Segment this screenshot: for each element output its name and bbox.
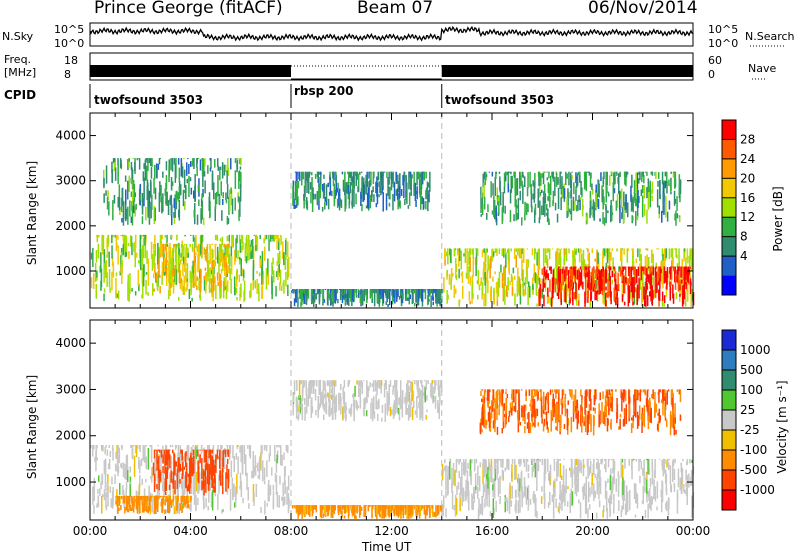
freq-right-tick-bottom: 0 (708, 68, 715, 81)
y-tick-label-2-3000: 3000 (55, 382, 86, 396)
noise-panel-frame (89, 22, 694, 47)
colorbar-2-segment-4 (722, 410, 736, 430)
cpid-program-3: twofsound 3503 (445, 93, 554, 107)
colorbar-2-label-5: -100 (740, 443, 767, 457)
freq-left-tick-bottom: 8 (64, 68, 71, 81)
colorbar-1-label-5: 8 (740, 230, 748, 244)
heatmap-region-2-6 (479, 389, 682, 436)
colorbar-1-segment-1 (722, 139, 736, 159)
x-tick-label-4: 16:00 (475, 524, 510, 538)
y-tick-label-2-1000: 1000 (55, 475, 86, 489)
heatmap-region-2-1 (152, 449, 230, 496)
y-tick-label-1-2000: 2000 (55, 219, 86, 233)
colorbar-1-segment-5 (722, 217, 736, 237)
noise-search-label: N.Search (745, 30, 795, 43)
y-tick-label-1-3000: 3000 (55, 174, 86, 188)
heatmap-region-1-2 (152, 243, 230, 294)
colorbar-2-label-1: 500 (740, 363, 763, 377)
freq-right-tick-top: 60 (708, 54, 722, 67)
colorbar-1-segment-0 (722, 120, 736, 140)
noise-sky-label: N.Sky (2, 30, 34, 43)
colorbar-2-frame (721, 329, 737, 511)
colorbar-1-segment-7 (722, 256, 736, 276)
x-tick-label-1: 04:00 (173, 524, 208, 538)
colorbar-2-segment-5 (722, 430, 736, 450)
heatmap-region-1-1 (103, 158, 242, 226)
y-tick-label-1-1000: 1000 (55, 264, 86, 278)
colorbar-2-segment-1 (722, 350, 736, 370)
noise-left-tick-top: 10^5 (54, 23, 85, 36)
freq-left-tick-top: 18 (64, 54, 78, 67)
x-tick-label-2: 08:00 (274, 524, 309, 538)
heatmap-region-1-4 (292, 171, 431, 213)
colorbar-2-label-0: 1000 (740, 343, 771, 357)
freq-label-line2: [MHz] (4, 66, 37, 79)
colorbar-1-label-2: 20 (740, 171, 755, 185)
colorbar-2-label-3: 25 (740, 403, 755, 417)
heatmap-region-2-5 (441, 458, 695, 519)
cpid-program-2: rbsp 200 (294, 84, 354, 98)
colorbar-2-label-2: 100 (740, 383, 763, 397)
freq-label-line1: Freq. (4, 53, 32, 66)
colorbar-1-segment-6 (722, 236, 736, 257)
colorbar-2-segment-3 (722, 390, 736, 410)
heatmap-region-1-3 (291, 289, 443, 307)
colorbar-1-label-3: 16 (740, 191, 755, 205)
noise-left-tick-bottom: 10^0 (54, 37, 85, 50)
noise-right-tick-bottom: 10^0 (708, 37, 739, 50)
y-tick-label-2-4000: 4000 (55, 336, 86, 350)
date-title: 06/Nov/2014 (588, 0, 698, 18)
heatmap-region-2-2 (115, 495, 192, 515)
cpid-program-1: twofsound 3503 (94, 93, 203, 107)
x-tick-label-3: 12:00 (374, 524, 409, 538)
colorbar-2-segment-6 (722, 450, 736, 470)
x-tick-label-5: 20:00 (575, 524, 610, 538)
x-tick-label-6: 00:00 (676, 524, 711, 538)
colorbar-1-frame (721, 119, 737, 296)
y-tick-label-2-2000: 2000 (55, 429, 86, 443)
colorbar-2-segment-2 (722, 370, 736, 390)
station-title: Prince George (fitACF) (94, 0, 283, 18)
colorbar-2-segment-0 (722, 330, 736, 350)
noise-right-tick-top: 10^5 (708, 23, 739, 36)
beam-title: Beam 07 (357, 0, 434, 18)
colorbar-1-label-4: 12 (740, 210, 755, 224)
heatmap-region-2-4 (291, 505, 443, 520)
heatmap-region-1-6 (538, 266, 695, 307)
cpid-label: CPID (4, 88, 37, 102)
colorbar-2-segment-7 (722, 470, 736, 490)
noise-sky-trace (89, 25, 694, 42)
heatmap-border-1 (89, 112, 694, 309)
freq-band-1 (90, 65, 291, 77)
heatmap-region-1-7 (480, 171, 682, 226)
colorbar-1-segment-2 (722, 158, 736, 179)
heatmap-region-2-3 (292, 380, 443, 422)
colorbar-1-segment-4 (722, 197, 736, 218)
colorbar-2-segment-8 (722, 490, 736, 510)
colorbar-1-label-0: 28 (740, 132, 755, 146)
colorbar-1-segment-3 (722, 178, 736, 198)
heatmap-border-2 (89, 319, 694, 521)
colorbar-2-label-6: -500 (740, 463, 767, 477)
colorbar-1-label-1: 24 (740, 152, 755, 166)
colorbar-2-label-4: -25 (740, 423, 760, 437)
nave-label: Nave (748, 62, 777, 75)
freq-band-3 (441, 65, 693, 77)
y-tick-label-1-4000: 4000 (55, 129, 86, 143)
colorbar-2-label-7: -1000 (740, 483, 775, 497)
x-axis-label: Time UT (362, 540, 412, 554)
x-tick-label-0: 00:00 (73, 524, 108, 538)
colorbar-1-label-6: 4 (740, 249, 748, 263)
colorbar-1-segment-8 (722, 275, 736, 295)
